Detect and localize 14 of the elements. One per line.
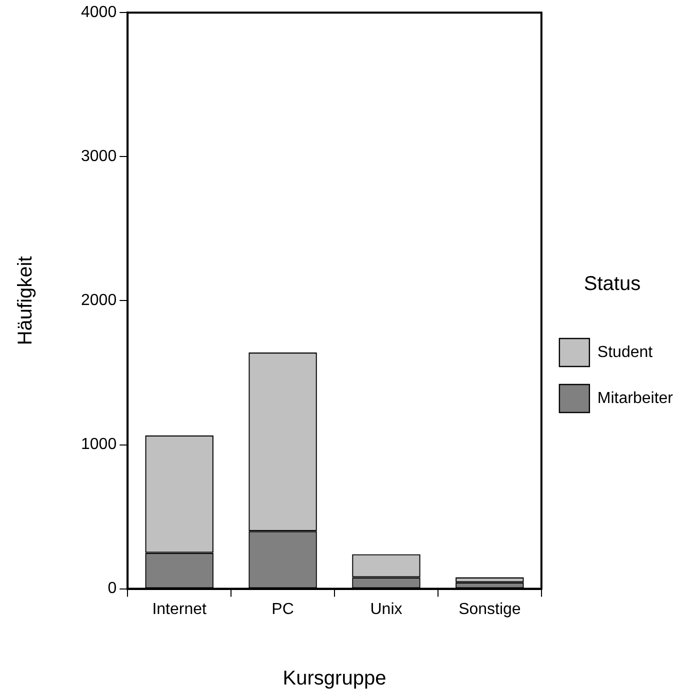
x-tick-label: Unix	[370, 600, 402, 618]
y-tick-label: 3000	[81, 148, 117, 166]
y-tick-label: 1000	[81, 436, 117, 454]
legend-title: Status	[584, 273, 641, 296]
x-axis-title: Kursgruppe	[282, 668, 386, 690]
x-tick-label: PC	[272, 600, 294, 618]
legend-label: Mitarbeiter	[597, 390, 674, 407]
y-tick-label: 0	[108, 580, 117, 598]
legend-label: Student	[597, 344, 654, 361]
y-tick-label: 2000	[81, 292, 117, 310]
y-tick-label: 4000	[81, 4, 117, 22]
y-axis-title: Häufigkeit	[14, 256, 37, 346]
x-tick-label: Internet	[152, 600, 207, 618]
x-tick-label: Sonstige	[458, 600, 521, 618]
